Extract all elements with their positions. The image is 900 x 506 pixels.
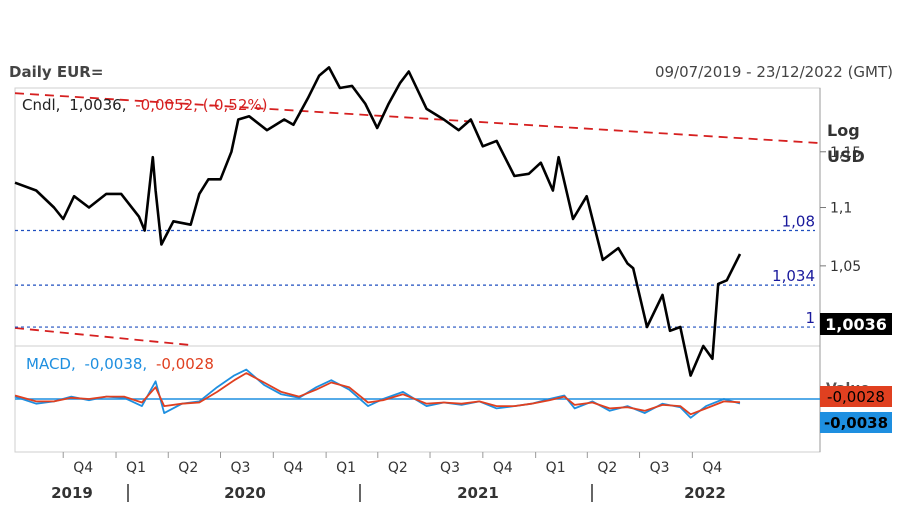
quarter-label-5: Q1 (336, 460, 356, 476)
macd-legend: MACD, -0,0038, -0,0028 (26, 355, 214, 373)
quarter-label-8: Q4 (493, 460, 513, 476)
chart-title: Daily EUR= (9, 63, 103, 81)
quarter-label-9: Q1 (546, 460, 566, 476)
quarter-label-6: Q2 (388, 460, 408, 476)
macd-tag: -0,0038 (820, 412, 892, 433)
trendlines (14, 92, 821, 346)
quarter-label-4: Q4 (283, 460, 303, 476)
year-label-1: 2020 (224, 484, 266, 502)
price-y-ticks: 1,15 1,1 1,05 (820, 145, 861, 275)
last-price-tag-text: 1,0036 (825, 315, 887, 334)
level-label-0: 1,08 (782, 213, 815, 231)
date-range: 09/07/2019 - 23/12/2022 (GMT) (655, 63, 893, 81)
last-price-tag: 1,0036 (820, 313, 892, 335)
price-panel-frame (14, 87, 821, 347)
signal-tag-text: -0,0028 (827, 388, 885, 406)
signal-line (14, 372, 741, 416)
quarter-label-11: Q3 (650, 460, 670, 476)
quarter-label-12: Q4 (702, 460, 722, 476)
x-axis: Q4 Q1 Q2 Q3 Q4 Q1 Q2 Q3 Q4 Q1 Q2 Q3 Q4 2019 2020 2021 20… (51, 452, 726, 502)
macd-legend-name: MACD, (26, 355, 76, 373)
macd-legend-macd: -0,0038, (85, 355, 148, 373)
quarter-label-7: Q3 (440, 460, 460, 476)
lower-trendline (14, 327, 191, 346)
macd-legend-signal: -0,0028 (156, 355, 214, 373)
signal-tag: -0,0028 (820, 386, 892, 407)
level-label-1: 1,034 (772, 267, 815, 285)
level-label-2: 1 (805, 309, 815, 327)
price-line (14, 66, 742, 377)
legend-series-name: Cndl, (22, 96, 60, 114)
year-label-2: 2021 (457, 484, 499, 502)
year-label-3: 2022 (684, 484, 726, 502)
macd-series (14, 368, 741, 419)
quarter-label-2: Q2 (178, 460, 198, 476)
quarter-label-10: Q2 (597, 460, 617, 476)
year-label-0: 2019 (51, 484, 93, 502)
quarter-label-0: Q4 (73, 460, 93, 476)
quarter-label-3: Q3 (231, 460, 251, 476)
unit-label: USD (827, 147, 865, 166)
scale-label: Log (827, 121, 860, 140)
y-tick-label-0: 1,15 (830, 145, 861, 161)
macd-tag-text: -0,0038 (824, 414, 888, 432)
legend-change-value: -0,0052, (-0,52%) (135, 96, 267, 114)
macd-line (14, 368, 741, 419)
support-levels: 1,08 1,034 1 (15, 213, 815, 328)
legend-last-value: 1,0036, (69, 96, 126, 114)
price-series (14, 66, 742, 377)
y-tick-label-1: 1,1 (830, 201, 852, 217)
y-tick-label-2: 1,05 (830, 259, 861, 275)
quarter-label-1: Q1 (126, 460, 146, 476)
price-legend: Cndl, 1,0036, -0,0052, (-0,52%) (22, 96, 267, 114)
